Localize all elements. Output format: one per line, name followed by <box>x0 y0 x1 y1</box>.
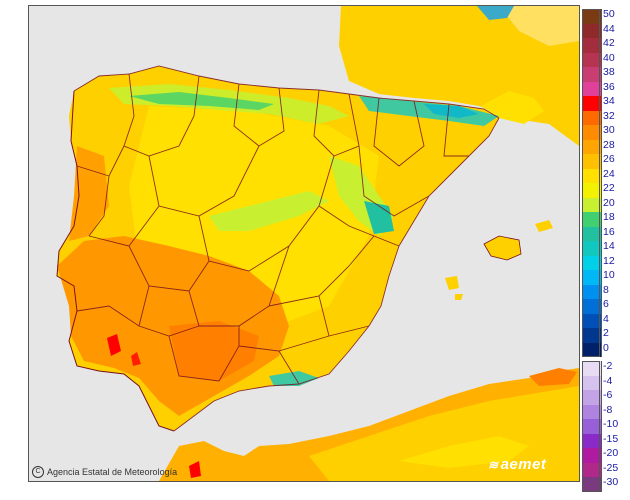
mallorca-outline <box>483 235 522 261</box>
legend-label: 8 <box>603 283 609 296</box>
legend-label: 10 <box>603 269 615 281</box>
legend-label: -6 <box>603 389 613 401</box>
pyrenees-peaks <box>424 104 479 118</box>
pyrenees-cool <box>359 96 499 126</box>
legend-label: 12 <box>603 254 615 267</box>
legend-label: 38 <box>603 66 615 78</box>
coastline <box>56 90 175 432</box>
aemet-logo-text: aemet <box>500 456 547 473</box>
legend-label: -2 <box>603 360 613 372</box>
ibiza <box>445 276 459 290</box>
france-east-land <box>499 6 579 46</box>
legend-label: 6 <box>603 298 609 310</box>
legend-label: -10 <box>603 418 619 430</box>
legend-label: -20 <box>603 447 619 459</box>
legend-label: 44 <box>603 22 615 35</box>
aemet-logo-icon: ≋ <box>488 458 499 472</box>
legend-label: 22 <box>603 182 615 194</box>
mallorca <box>484 236 521 260</box>
hotspot-1 <box>107 334 121 356</box>
province-borders <box>73 65 500 432</box>
legend-frame <box>582 9 600 357</box>
legend-label: 50 <box>603 8 615 20</box>
africa-redspot <box>189 461 201 478</box>
legend-label: 32 <box>603 109 615 122</box>
iberian-system-green <box>364 201 394 234</box>
map-canvas <box>56 6 579 481</box>
temperature-legend: 50 44 42 40 38 36 34 32 30 28 26 24 22 20 18 16 14 12 10 8 6… <box>582 8 626 492</box>
legend-label: -4 <box>603 374 613 387</box>
central-system-cool <box>209 191 329 231</box>
legend-label: 28 <box>603 138 615 151</box>
legend-label: 42 <box>603 37 615 49</box>
legend-label: 18 <box>603 211 615 223</box>
copyright-icon: C <box>32 466 44 478</box>
cantabria-green <box>129 92 274 110</box>
legend-label: 0 <box>603 341 609 354</box>
hotspot-2 <box>131 352 141 366</box>
legend-label: 40 <box>603 51 615 64</box>
atlas-cool <box>399 436 529 468</box>
legend-label: 14 <box>603 240 615 252</box>
alps-snow <box>477 6 514 20</box>
legend-label: 16 <box>603 225 615 238</box>
formentera <box>455 294 463 300</box>
legend-label: -30 <box>603 476 619 488</box>
menorca <box>535 220 553 232</box>
sierra-nevada-cool <box>269 371 319 386</box>
legend-label: -8 <box>603 403 613 416</box>
guadalquivir-hot <box>169 321 259 381</box>
legend-label: 24 <box>603 167 615 180</box>
temperature-map <box>28 5 580 482</box>
legend-label: 2 <box>603 327 609 339</box>
legend-label: 26 <box>603 153 615 165</box>
legend-label: -15 <box>603 432 619 445</box>
legend-label: 20 <box>603 196 615 209</box>
legend-label: 36 <box>603 80 615 93</box>
legend-label: -25 <box>603 461 619 474</box>
agency-name: Agencia Estatal de Meteorología <box>47 467 178 477</box>
legend-frame <box>582 361 600 492</box>
west-coast-orange <box>69 146 109 241</box>
agency-credit: C Agencia Estatal de Meteorología <box>32 466 177 478</box>
legend-label: 34 <box>603 95 615 107</box>
africa-coast-hot <box>529 368 577 386</box>
legend-label: 30 <box>603 124 615 136</box>
legend-label: 4 <box>603 312 609 325</box>
aemet-logo: ≋ aemet <box>488 456 546 473</box>
